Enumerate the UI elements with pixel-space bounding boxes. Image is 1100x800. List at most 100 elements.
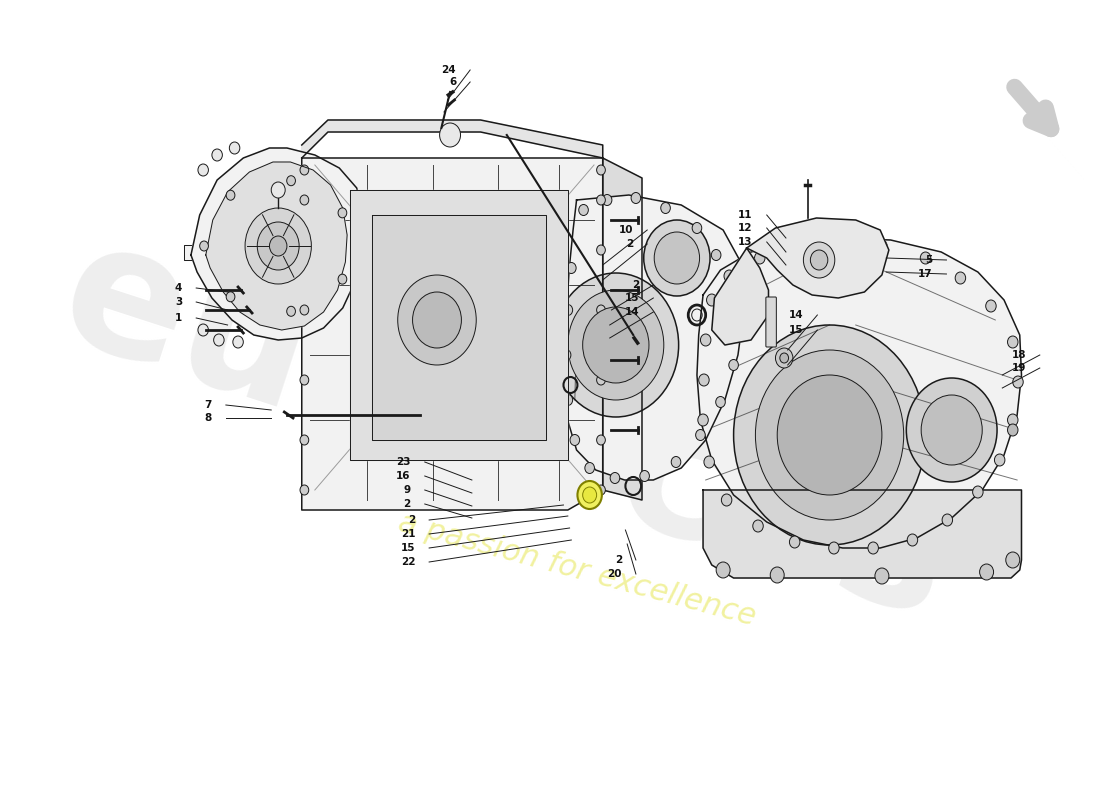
Circle shape	[704, 456, 714, 468]
Circle shape	[233, 336, 243, 348]
Circle shape	[727, 282, 737, 294]
Circle shape	[1013, 376, 1023, 388]
Text: 16: 16	[396, 471, 410, 481]
Circle shape	[300, 375, 309, 385]
Text: 3: 3	[175, 297, 183, 307]
Circle shape	[695, 430, 705, 441]
Circle shape	[790, 242, 800, 254]
Text: 2: 2	[408, 515, 415, 525]
Circle shape	[752, 520, 763, 532]
Text: 22: 22	[400, 557, 415, 567]
Circle shape	[585, 462, 594, 474]
FancyBboxPatch shape	[766, 297, 777, 347]
Circle shape	[776, 348, 793, 368]
Circle shape	[300, 435, 309, 445]
Circle shape	[770, 567, 784, 583]
Circle shape	[671, 457, 681, 467]
Circle shape	[631, 193, 640, 203]
Circle shape	[198, 324, 208, 336]
Polygon shape	[603, 158, 642, 500]
Circle shape	[778, 375, 882, 495]
Circle shape	[287, 306, 296, 316]
Text: 23: 23	[396, 457, 410, 467]
Circle shape	[640, 470, 649, 482]
Circle shape	[833, 238, 844, 250]
Circle shape	[942, 514, 953, 526]
Polygon shape	[697, 238, 1022, 548]
Circle shape	[300, 165, 309, 175]
Circle shape	[230, 142, 240, 154]
Polygon shape	[372, 215, 546, 440]
Text: 15: 15	[789, 325, 803, 335]
Circle shape	[734, 325, 925, 545]
Polygon shape	[747, 218, 889, 298]
Text: 19: 19	[1012, 363, 1026, 373]
Circle shape	[570, 434, 580, 446]
Circle shape	[828, 542, 839, 554]
Circle shape	[300, 485, 309, 495]
Text: 11: 11	[738, 210, 752, 220]
Text: 13: 13	[738, 237, 752, 247]
Circle shape	[1008, 336, 1018, 348]
Circle shape	[563, 394, 573, 406]
Circle shape	[200, 241, 208, 251]
Circle shape	[198, 164, 208, 176]
Text: 14: 14	[625, 307, 639, 317]
Circle shape	[272, 182, 285, 198]
Polygon shape	[350, 190, 568, 460]
Circle shape	[921, 395, 982, 465]
Circle shape	[716, 562, 730, 578]
Circle shape	[227, 292, 235, 302]
Circle shape	[790, 536, 800, 548]
Text: 12: 12	[738, 223, 752, 233]
Circle shape	[803, 242, 835, 278]
Circle shape	[661, 202, 670, 214]
Circle shape	[300, 245, 309, 255]
Circle shape	[566, 262, 576, 274]
Text: 085: 085	[786, 347, 925, 413]
Circle shape	[722, 494, 732, 506]
Polygon shape	[184, 245, 191, 260]
Circle shape	[701, 334, 711, 346]
Text: 14: 14	[789, 310, 803, 320]
Circle shape	[756, 350, 904, 520]
Polygon shape	[703, 490, 1022, 578]
Circle shape	[596, 305, 605, 315]
Circle shape	[811, 250, 828, 270]
Circle shape	[579, 205, 588, 215]
Text: a passion for excellence: a passion for excellence	[395, 508, 759, 632]
Circle shape	[734, 321, 742, 331]
Circle shape	[412, 292, 461, 348]
Circle shape	[877, 240, 887, 252]
Circle shape	[563, 305, 573, 315]
Text: 2: 2	[626, 239, 634, 249]
Text: 9: 9	[404, 485, 410, 495]
Polygon shape	[191, 148, 363, 340]
Text: 24: 24	[441, 65, 456, 75]
Text: 20: 20	[607, 569, 621, 579]
Circle shape	[868, 542, 879, 554]
Circle shape	[1005, 552, 1020, 568]
Text: 15: 15	[625, 293, 639, 303]
Text: 8: 8	[205, 413, 212, 423]
Circle shape	[568, 290, 663, 400]
Circle shape	[980, 564, 993, 580]
Circle shape	[596, 375, 605, 385]
Circle shape	[874, 568, 889, 584]
Polygon shape	[301, 158, 603, 510]
Circle shape	[692, 222, 702, 234]
Text: 1: 1	[175, 313, 183, 323]
Circle shape	[716, 397, 725, 407]
Circle shape	[398, 275, 476, 365]
Polygon shape	[206, 162, 348, 330]
Circle shape	[596, 435, 605, 445]
Circle shape	[227, 190, 235, 200]
Text: 6: 6	[449, 77, 456, 87]
Circle shape	[300, 305, 309, 315]
Text: 5: 5	[925, 255, 933, 265]
Circle shape	[596, 195, 605, 205]
Circle shape	[596, 245, 605, 255]
Text: euroaces: euroaces	[41, 204, 972, 656]
Circle shape	[338, 274, 346, 284]
Circle shape	[610, 473, 619, 483]
